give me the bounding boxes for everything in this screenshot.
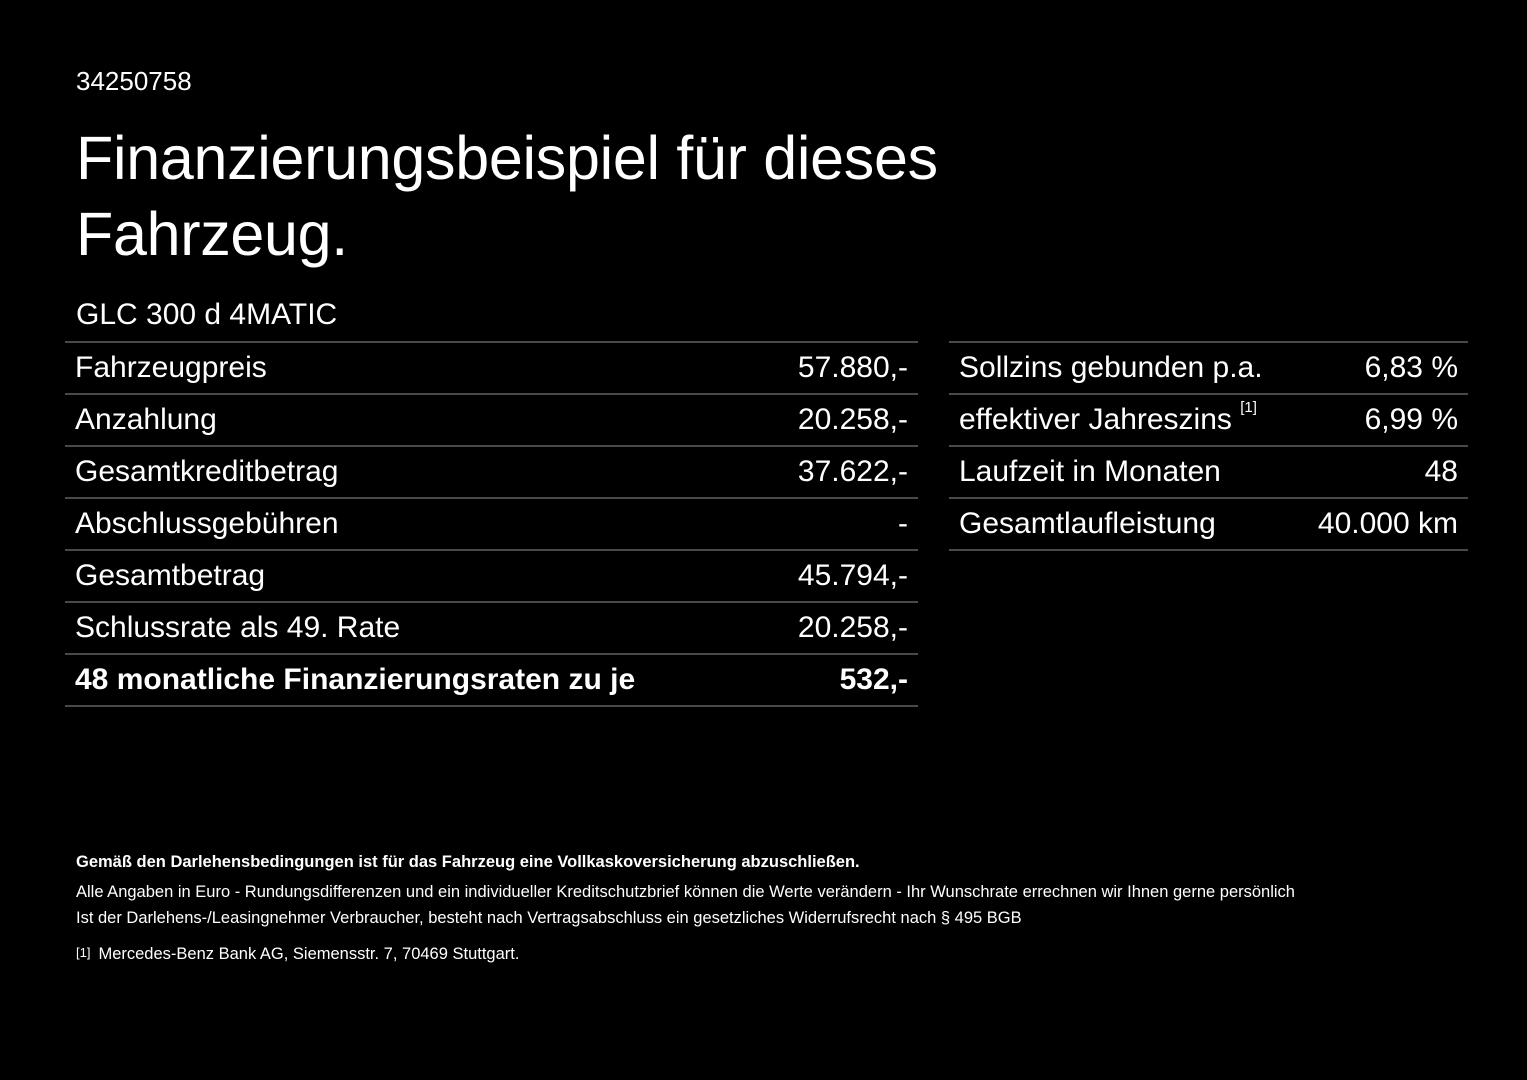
withdrawal-note: Ist der Darlehens-/Leasingnehmer Verbrau… [76, 909, 1022, 927]
row-value: 20.258,- [761, 394, 918, 447]
row-label: Gesamtbetrag [65, 550, 762, 603]
row-label: Sollzins gebunden p.a. [949, 341, 1297, 395]
table-row: Sollzins gebunden p.a. 6,83 % [949, 341, 1468, 395]
row-value: 37.622,- [761, 446, 918, 499]
table-row: Anzahlung 20.258,- [65, 394, 918, 447]
row-label: Anzahlung [65, 394, 762, 447]
table-row: Fahrzeugpreis 57.880,- [65, 341, 918, 395]
row-value: 532,- [761, 654, 918, 707]
insurance-note: Gemäß den Darlehensbedingungen ist für d… [76, 853, 860, 871]
row-label: Laufzeit in Monaten [949, 446, 1297, 499]
page-title: Finanzierungsbeispiel für dieses Fahrzeu… [76, 124, 938, 268]
row-value: - [761, 498, 918, 551]
footnote: [1] Mercedes-Benz Bank AG, Siemensstr. 7,… [76, 945, 519, 964]
footnote-marker: [1] [76, 945, 91, 960]
row-value: 48 [1296, 446, 1468, 499]
row-value: 20.258,- [761, 602, 918, 655]
row-value: 57.880,- [761, 341, 918, 395]
row-value: 40.000 km [1296, 498, 1468, 551]
row-value: 45.794,- [761, 550, 918, 603]
row-label-wrap: effektiver Jahreszins [1] [949, 394, 1297, 447]
euro-note: Alle Angaben in Euro - Rundungsdifferenz… [76, 883, 1295, 901]
table-row: Abschlussgebühren - [65, 498, 918, 551]
row-label: effektiver Jahreszins [959, 403, 1232, 436]
row-label: Fahrzeugpreis [65, 341, 762, 395]
interest-table: Sollzins gebunden p.a. 6,83 % effektiver … [949, 341, 1468, 551]
table-row: Gesamtlaufleistung 40.000 km [949, 498, 1468, 551]
table-row: effektiver Jahreszins [1] 6,99 % [949, 394, 1468, 447]
row-label: Abschlussgebühren [65, 498, 762, 551]
row-label: Schlussrate als 49. Rate [65, 602, 762, 655]
monthly-rate-row: 48 monatliche Finanzierungsraten zu je 53… [65, 654, 918, 707]
table-row: Schlussrate als 49. Rate 20.258,- [65, 602, 918, 655]
row-label: 48 monatliche Finanzierungsraten zu je [65, 654, 762, 707]
footnote-marker: [1] [1240, 399, 1257, 416]
table-row: Gesamtkreditbetrag 37.622,- [65, 446, 918, 499]
row-value: 6,83 % [1296, 341, 1468, 395]
vehicle-id: 34250758 [76, 66, 192, 96]
table-row: Laufzeit in Monaten 48 [949, 446, 1468, 499]
model-name: GLC 300 d 4MATIC [76, 298, 338, 331]
row-label: Gesamtlaufleistung [949, 498, 1297, 551]
footnote-text: Mercedes-Benz Bank AG, Siemensstr. 7, 70… [98, 945, 520, 963]
financing-table: Fahrzeugpreis 57.880,- Anzahlung 20.258,- … [65, 341, 918, 707]
row-value: 6,99 % [1296, 394, 1468, 447]
table-row: Gesamtbetrag 45.794,- [65, 550, 918, 603]
row-label: Gesamtkreditbetrag [65, 446, 762, 499]
